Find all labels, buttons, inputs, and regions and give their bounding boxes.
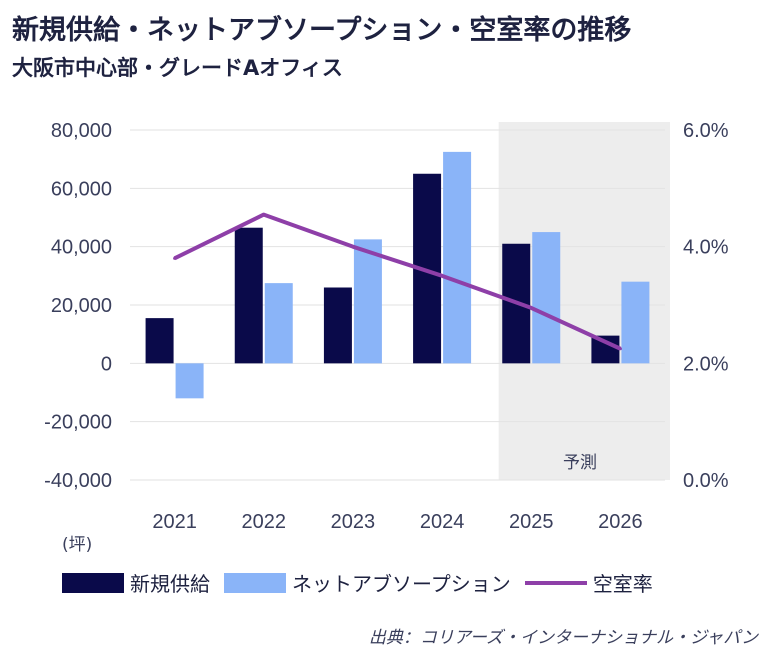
point-vacancy-rate: [351, 245, 355, 249]
point-vacancy-rate: [262, 213, 266, 217]
bar-new-supply: [323, 287, 352, 364]
point-vacancy-rate: [173, 256, 177, 260]
x-tick-label: 2026: [598, 511, 643, 533]
x-tick-label: 2023: [331, 511, 376, 533]
legend-item-vacancy: 空室率: [524, 568, 653, 597]
legend-label-absorption: ネットアブソープション: [292, 572, 511, 596]
y-right-tick-label: 0.0%: [683, 470, 729, 492]
line-vacancy-rate: [173, 212, 622, 351]
x-tick-label: 2021: [152, 511, 197, 533]
chart-area: 予測 80,000 60,000 40,000 20,000 0 -20,000 -40,00…: [44, 120, 729, 533]
y-right-tick-label: 2.0%: [683, 353, 729, 375]
y-left-tick-label: -20,000: [44, 412, 112, 434]
y-left-tick-label: 20,000: [51, 295, 112, 317]
legend-swatch-vacancy: [524, 580, 587, 585]
x-tick-label: 2022: [242, 511, 287, 533]
bar-absorption: [175, 363, 204, 399]
y-left-tick-label: 60,000: [51, 178, 112, 200]
chart-subtitle: 大阪市中心部・グレードAオフィス: [12, 56, 343, 80]
legend: 新規供給 ネットアブソープション 空室率: [62, 568, 667, 597]
y-right-tick-label: 6.0%: [683, 120, 729, 142]
legend-label-vacancy: 空室率: [592, 572, 653, 596]
legend-swatch-new-supply: [62, 572, 124, 593]
bar-absorption: [532, 232, 561, 364]
legend-label-new-supply: 新規供給: [130, 572, 210, 596]
bar-absorption: [264, 283, 293, 364]
y-right-tick-label: 4.0%: [683, 237, 729, 259]
source-note: 出典：コリアーズ・インターナショナル・ジャパン: [368, 628, 758, 648]
y-left-tick-label: 40,000: [51, 237, 112, 259]
unit-label: (坪): [62, 535, 93, 555]
bar-new-supply: [234, 227, 263, 364]
y-left-tick-label: 0: [101, 353, 112, 375]
forecast-label: 予測: [563, 453, 597, 473]
legend-item-new-supply: 新規供給: [62, 568, 210, 597]
point-vacancy-rate: [618, 347, 622, 351]
x-tick-label: 2025: [509, 511, 554, 533]
legend-item-absorption: ネットアブソープション: [224, 568, 511, 597]
y-left-tick-label: -40,000: [44, 470, 112, 492]
bar-absorption: [621, 281, 650, 364]
bar-new-supply: [145, 318, 174, 364]
chart-title: 新規供給・ネットアブソープション・空室率の推移: [12, 15, 632, 46]
y-left-tick-label: 80,000: [51, 120, 112, 142]
bar-absorption: [443, 151, 472, 364]
bar-absorption: [353, 239, 382, 364]
legend-swatch-absorption: [224, 572, 286, 593]
point-vacancy-rate: [440, 274, 444, 278]
x-tick-label: 2024: [420, 511, 465, 533]
point-vacancy-rate: [529, 306, 533, 310]
